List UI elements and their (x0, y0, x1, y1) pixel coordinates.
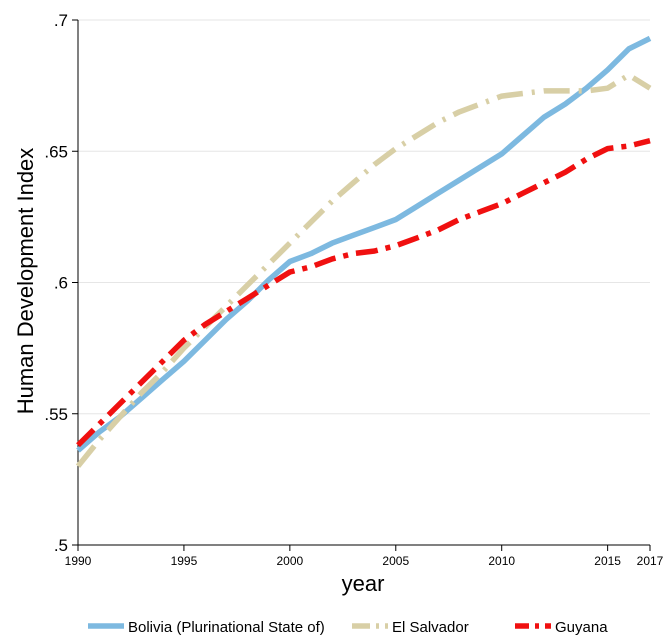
series-line-2 (76, 138, 651, 448)
series-line-0 (76, 35, 652, 453)
axes: .5 .55 .6 .65 .7 1990 1995 2000 2005 2010 2015 2017 (44, 11, 663, 568)
gridlines (78, 19, 650, 415)
x-tick-label: 2005 (382, 554, 409, 568)
x-tick-label: 2015 (594, 554, 621, 568)
series-lines (75, 35, 652, 468)
series-line-1 (75, 72, 652, 468)
x-tick-label: 2017 (637, 554, 664, 568)
x-tick-label: 2010 (488, 554, 515, 568)
y-tick-label: .7 (54, 11, 68, 30)
legend-label-0: Bolivia (Plurinational State of) (128, 619, 325, 636)
x-tick-label: 1995 (171, 554, 198, 568)
x-tick-label: 2000 (277, 554, 304, 568)
x-axis-title: year (342, 571, 385, 596)
y-axis-title: Human Development Index (13, 148, 38, 415)
x-tick-label: 1990 (65, 554, 92, 568)
legend: Bolivia (Plurinational State of) El Salva… (88, 619, 608, 636)
legend-label-2: Guyana (555, 619, 608, 636)
y-tick-label: .65 (44, 142, 68, 161)
legend-label-1: El Salvador (392, 619, 469, 636)
y-tick-label: .55 (44, 405, 68, 424)
y-tick-label: .5 (54, 536, 68, 555)
y-tick-label: .6 (54, 274, 68, 293)
